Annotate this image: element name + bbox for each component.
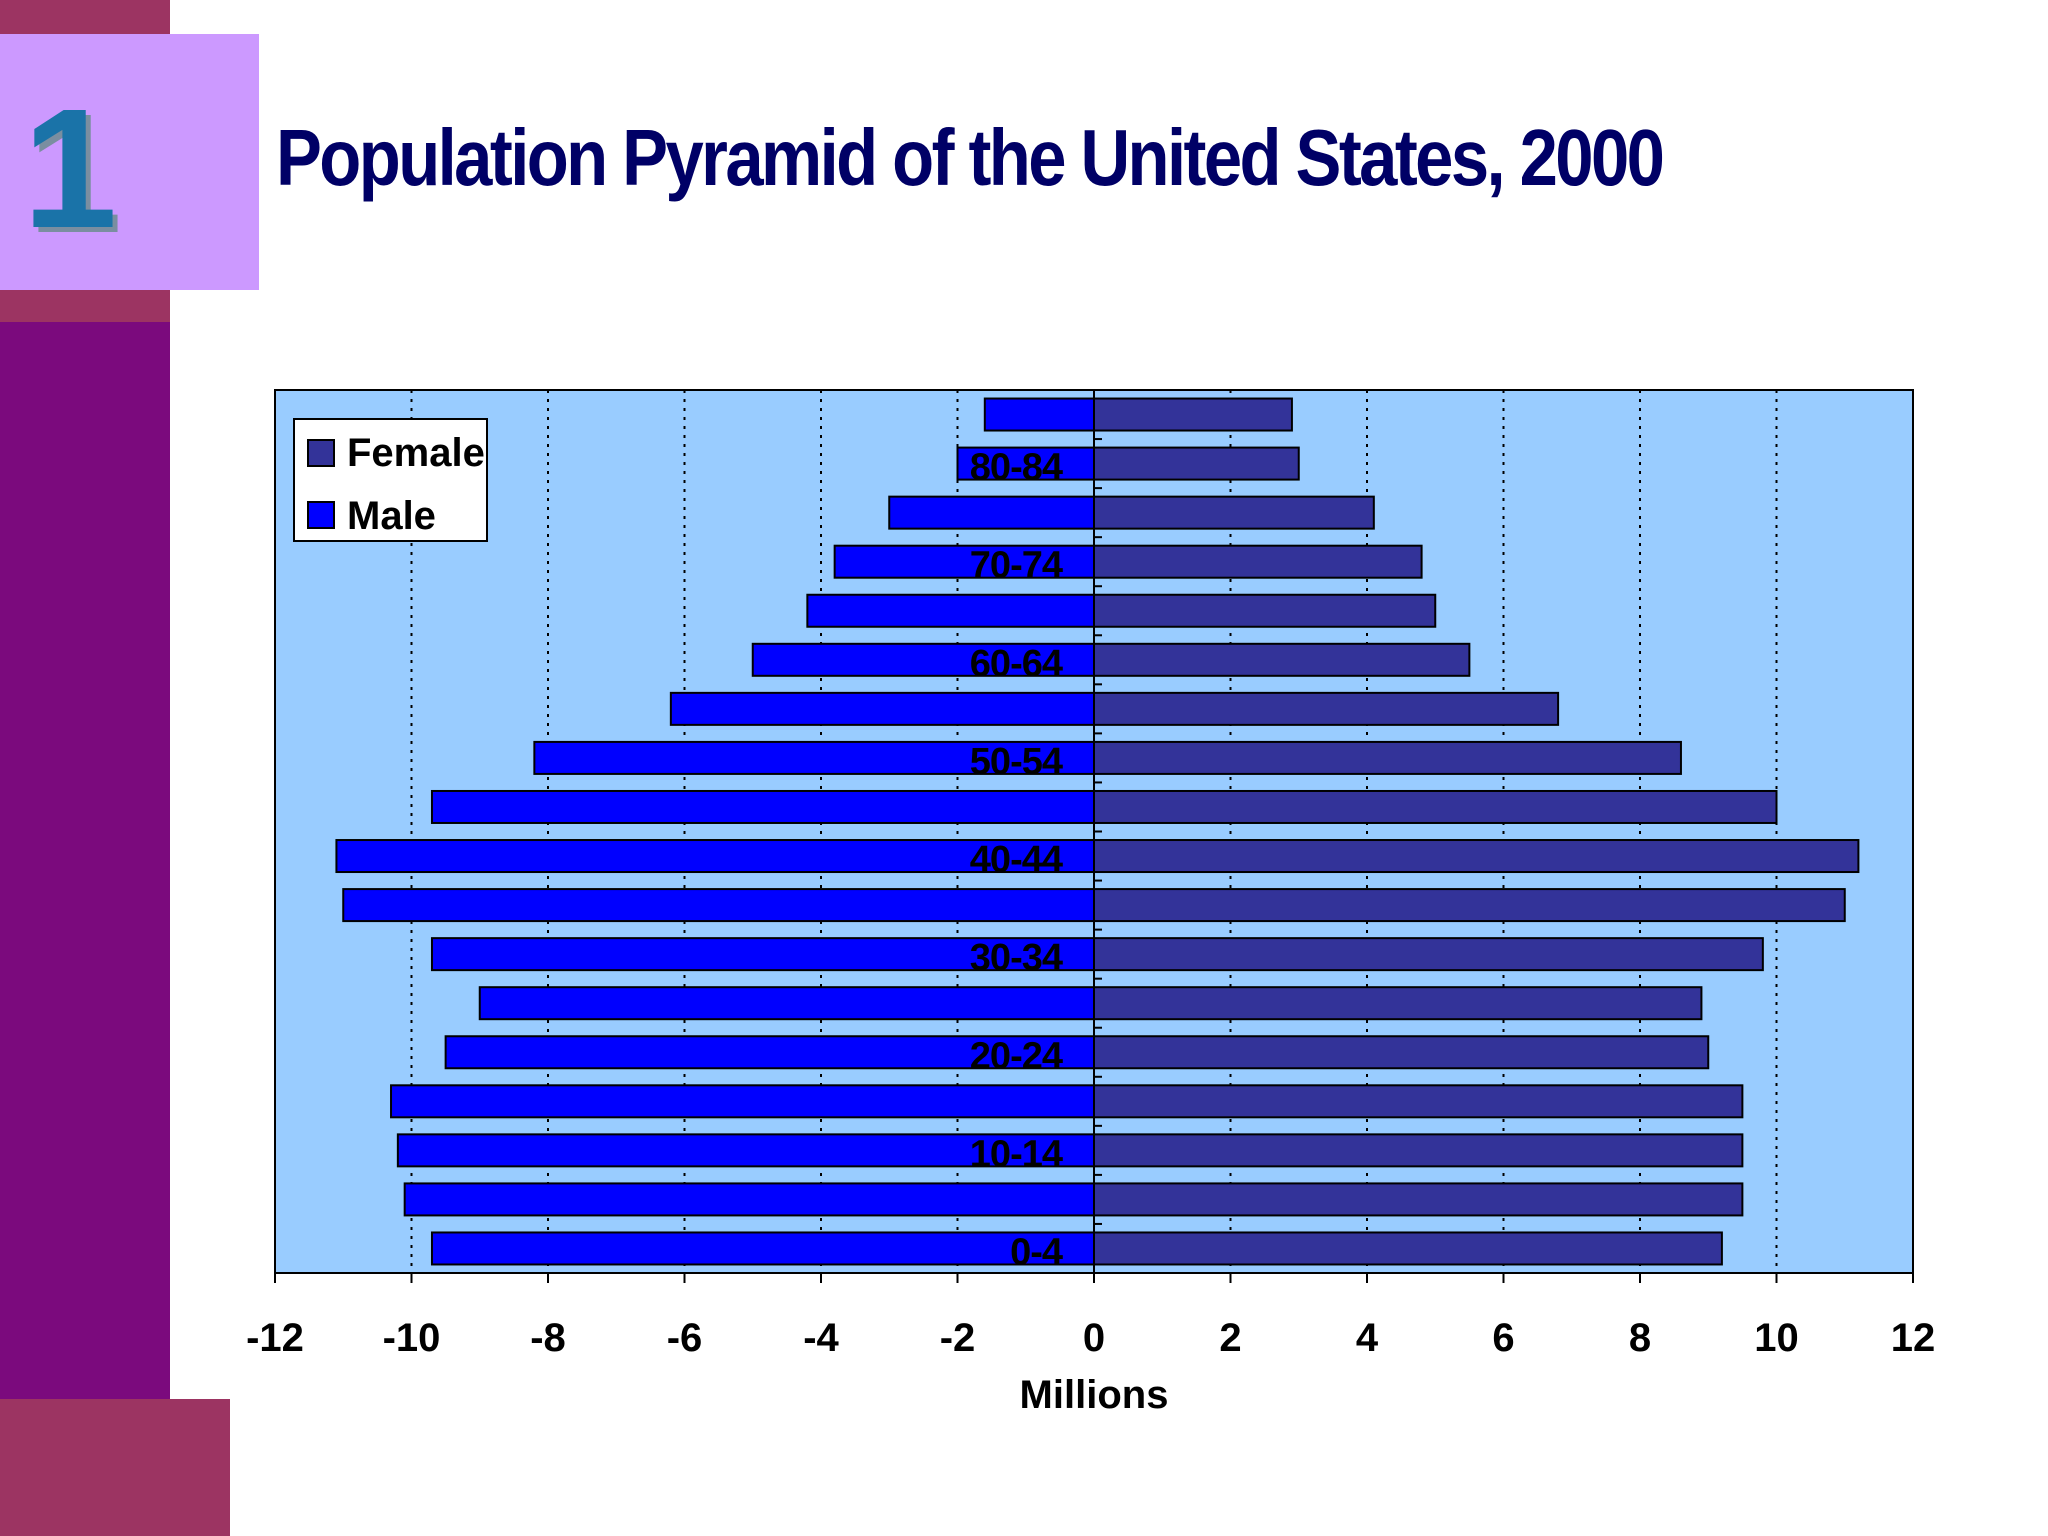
category-label: 80-84 — [970, 447, 1063, 489]
female-bar — [1093, 740, 1682, 775]
female-bar — [1093, 544, 1423, 579]
category-label: 10-14 — [970, 1133, 1063, 1175]
male-bar — [430, 1231, 1096, 1266]
female-bar — [1093, 888, 1846, 923]
female-bar — [1093, 1084, 1744, 1119]
female-bar — [1093, 937, 1764, 972]
female-bar — [1093, 1133, 1744, 1168]
category-label: 70-74 — [970, 545, 1063, 587]
male-bar — [396, 1133, 1096, 1168]
x-tick-label: 8 — [1629, 1316, 1651, 1360]
x-tick-label: -8 — [530, 1316, 566, 1360]
male-bar — [390, 1084, 1095, 1119]
female-bar — [1093, 839, 1860, 874]
female-bar — [1093, 446, 1300, 481]
female-bar — [1093, 397, 1293, 432]
x-tick-label: 6 — [1492, 1316, 1514, 1360]
x-tick-label: -2 — [940, 1316, 976, 1360]
x-axis-title: Millions — [1020, 1373, 1169, 1417]
category-label: 30-34 — [970, 937, 1063, 979]
male-bar — [956, 446, 1095, 481]
top-accent-strip — [0, 0, 170, 36]
legend-swatch-female — [307, 439, 335, 467]
female-bar — [1093, 789, 1778, 824]
male-bar — [888, 495, 1095, 530]
male-bar — [806, 593, 1095, 628]
male-bar — [751, 642, 1095, 677]
category-label: 60-64 — [970, 643, 1063, 685]
female-bar — [1093, 986, 1703, 1021]
legend-label-male: Male — [347, 494, 436, 538]
male-bar — [669, 691, 1095, 726]
female-bar — [1093, 593, 1437, 628]
male-bar — [335, 839, 1095, 874]
category-label: 50-54 — [970, 741, 1063, 783]
legend-swatch-male — [307, 501, 335, 529]
female-bar — [1093, 495, 1375, 530]
x-tick-label: -12 — [246, 1316, 304, 1360]
female-bar — [1093, 1035, 1710, 1070]
x-tick-label: 10 — [1754, 1316, 1799, 1360]
x-tick-label: -6 — [667, 1316, 703, 1360]
female-bar — [1093, 642, 1471, 677]
slide-title: Population Pyramid of the United States,… — [276, 113, 1665, 202]
category-label: 20-24 — [970, 1035, 1063, 1077]
male-bar — [983, 397, 1095, 432]
male-bar — [478, 986, 1095, 1021]
middle-accent-strip — [0, 290, 170, 322]
legend-label-female: Female — [347, 431, 485, 475]
male-bar — [430, 789, 1096, 824]
male-bar — [342, 888, 1095, 923]
x-tick-label: -4 — [803, 1316, 839, 1360]
x-tick-label: 12 — [1891, 1316, 1936, 1360]
category-label: 40-44 — [970, 839, 1063, 881]
bottom-accent-block — [0, 1399, 230, 1536]
x-tick-label: -10 — [383, 1316, 441, 1360]
slide-number-box: 1 — [0, 34, 259, 290]
x-tick-label: 2 — [1219, 1316, 1241, 1360]
female-bar — [1093, 691, 1560, 726]
x-tick-label: 0 — [1083, 1316, 1105, 1360]
category-label: 0-4 — [1010, 1231, 1063, 1273]
female-bar — [1093, 1231, 1723, 1266]
slide-number: 1 — [22, 74, 118, 264]
female-bar — [1093, 1182, 1744, 1217]
x-tick-label: 4 — [1356, 1316, 1379, 1360]
male-bar — [403, 1182, 1095, 1217]
